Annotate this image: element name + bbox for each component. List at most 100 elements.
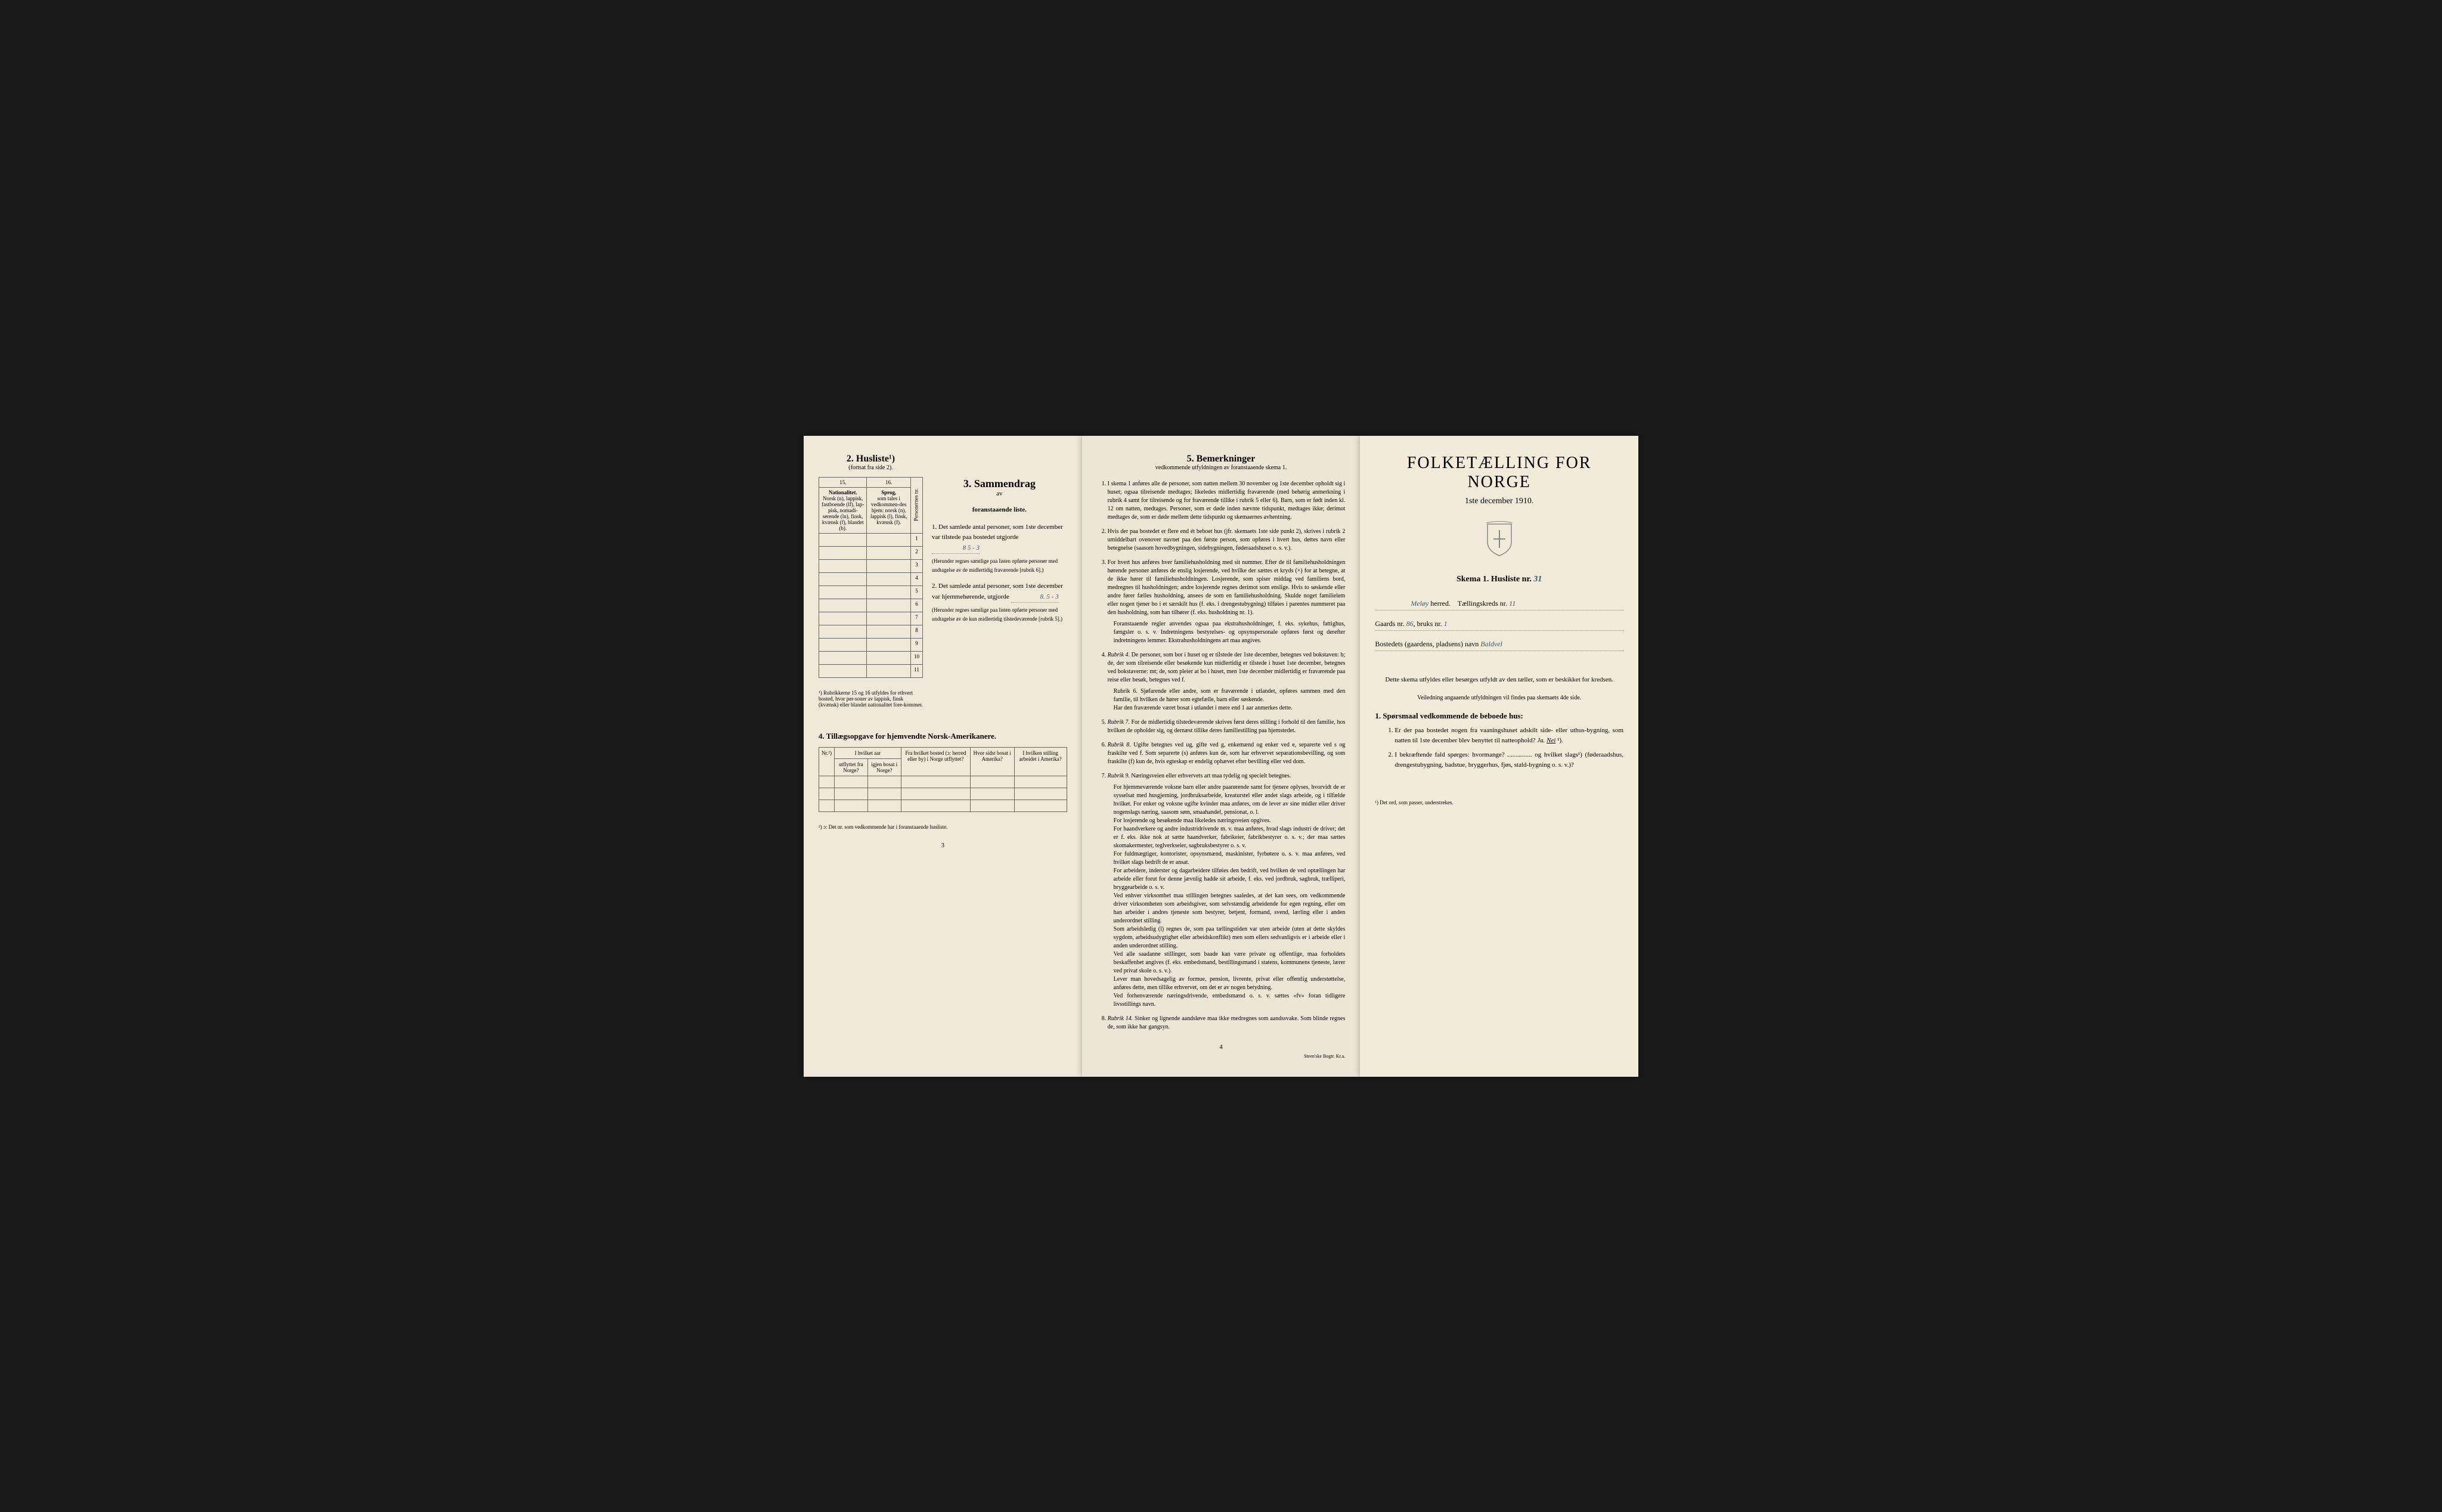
table-row: 8 [819,625,923,638]
instruction-1: Dette skema utfyldes eller besørges utfy… [1375,675,1623,685]
table-row: 3 [819,559,923,572]
col-utflyttet: utflyttet fra Norge? [834,758,867,776]
item2-label: 2. Det samlede antal personer, som 1ste … [932,581,1067,592]
gaards-line: Gaards nr. 86, bruks nr. 1 [1375,619,1623,631]
col16-header-text: Sprog, [869,489,909,495]
table-row: 7 [819,612,923,625]
q1-suffix: ¹). [1557,737,1563,744]
remark-item: Rubrik 9. Næringsveien eller erhvervets … [1108,772,1346,1009]
col-aar: I hvilket aar [834,747,901,758]
page-middle: 5. Bemerkninger vedkommende utfyldningen… [1082,436,1361,1077]
section-3-av: av [932,490,1067,497]
bruks-value: 1 [1444,619,1448,628]
section-1-heading: 1. Spørsmaal vedkommende de beboede hus: [1375,711,1623,721]
right-footnote: ¹) Det ord, som passer, understrekes. [1375,800,1623,805]
bosted-label: Bostedets (gaardens, pladsens) navn [1375,640,1479,648]
col16-body-text: som tales i vedkommen-des hjem: norsk (n… [869,495,909,525]
coat-of-arms-icon [1375,521,1623,560]
section-3-subtitle: foranstaaende liste. [932,506,1067,513]
remark-item: Rubrik 4. De personer, som bor i huset o… [1108,651,1346,712]
questions-list: Er der paa bostedet nogen fra vaaningshu… [1384,726,1623,770]
col-persons: Personernes nr. [911,477,923,533]
section-4-title: 4. Tillægsopgave for hjemvendte Norsk-Am… [819,732,1067,741]
page-number-3: 3 [819,842,1067,849]
nationality-table: 15. 16. Personernes nr. Nationalitet. No… [819,477,923,678]
col-16-header: Sprog, som tales i vedkommen-des hjem: n… [867,487,911,533]
col-amerika: Hvor sidst bosat i Amerika? [970,747,1014,776]
page-left: 2. Husliste¹) (fortsat fra side 2). 15. … [804,436,1082,1077]
summary-item-1: 1. Det samlede antal personer, som 1ste … [932,522,1067,575]
table-row [819,788,1067,800]
item2-value: 8. 5 - 3 [1011,592,1059,603]
section4-footnote: ²) ɔ: Det nr. som vedkommende har i fora… [819,824,1067,830]
main-title: FOLKETÆLLING FOR NORGE [1375,454,1623,492]
item1-line1: var tilstede paa bostedet utgjorde [932,534,1018,541]
item1-value: 8 5 - 3 [932,543,980,554]
amerika-table: Nr.²) I hvilket aar Fra hvilket bosted (… [819,747,1067,812]
gaards-value: 86 [1406,619,1414,628]
question-1: Er der paa bostedet nogen fra vaaningshu… [1394,726,1623,745]
remark-item: Rubrik 7. For de midlertidig tilstedevær… [1108,718,1346,735]
item1-note: (Herunder regnes samtlige paa listen opf… [932,557,1067,574]
section-2-title: 2. Husliste¹) [819,454,923,464]
page-number-4: 4 [1097,1043,1346,1051]
item1-label: 1. Det samlede antal personer, som 1ste … [932,522,1067,533]
table-row: 4 [819,572,923,585]
q1-nei: Nei [1547,737,1555,744]
page-right: FOLKETÆLLING FOR NORGE 1ste december 191… [1360,436,1638,1077]
remarks-list: I skema 1 anføres alle de personer, som … [1097,480,1346,1031]
q1-ja: Ja. [1537,737,1545,744]
herred-line: Meløy herred. Tællingskreds nr. 11 [1375,599,1623,611]
table-row: 2 [819,546,923,559]
col-bosat: igjen bosat i Norge? [867,758,901,776]
section-4-tilllaeg: 4. Tillægsopgave for hjemvendte Norsk-Am… [819,732,1067,830]
schema-label: Skema 1. Husliste nr. [1456,575,1532,584]
item2-line1: var hjemmehørende, utgjorde [932,593,1009,600]
subtitle: 1ste december 1910. [1375,497,1623,506]
table-row: 5 [819,585,923,599]
kreds-label: Tællingskreds nr. [1458,599,1507,608]
col-stilling: I hvilken stilling arbeidet i Amerika? [1014,747,1067,776]
schema-line: Skema 1. Husliste nr. 31 [1375,575,1623,584]
col-bosted: Fra hvilket bosted (ɔ: herred eller by) … [901,747,970,776]
section-5-subtitle: vedkommende utfyldningen av foranstaaend… [1097,464,1346,471]
kreds-value: 11 [1509,599,1516,608]
q1-text: Er der paa bostedet nogen fra vaaningshu… [1394,727,1623,744]
table-row: 1 [819,533,923,546]
question-2: I bekræftende fald spørges: hvormange? .… [1394,750,1623,770]
table-row: 9 [819,638,923,651]
section-3-title: 3. Sammendrag [932,478,1067,490]
bruks-label: bruks nr. [1417,619,1442,628]
gaards-label: Gaards nr. [1375,619,1404,628]
col-16-num: 16. [867,477,911,487]
q2-text: I bekræftende fald spørges: hvormange? [1394,751,1504,758]
section2-footnote: ¹) Rubrikkerne 15 og 16 utfyldes for eth… [819,690,923,708]
remark-item: Rubrik 14. Sinker og lignende aandsløve … [1108,1015,1346,1031]
summary-item-2: 2. Det samlede antal personer, som 1ste … [932,581,1067,623]
table-row [819,800,1067,811]
table-row: 11 [819,664,923,677]
item2-note: (Herunder regnes samtlige paa listen opf… [932,606,1067,623]
bosted-value: Baldvel [1480,640,1502,648]
section-2-subtitle: (fortsat fra side 2). [819,464,923,471]
table-row: 10 [819,651,923,664]
instruction-2: Veiledning angaaende utfyldningen vil fi… [1375,693,1623,702]
printer-mark: Steen'ske Bogtr. Kr.a. [1097,1054,1346,1059]
section-3-sammendrag: 3. Sammendrag av foranstaaende liste. 1.… [932,478,1067,624]
col15-header-text: Nationalitet. [821,489,864,495]
herred-label: herred. [1430,599,1451,608]
section-2-husliste: 2. Husliste¹) (fortsat fra side 2). 15. … [819,454,923,708]
col-15-header: Nationalitet. Norsk (n), lappisk, fastbo… [819,487,867,533]
herred-value: Meløy [1411,599,1428,608]
table-row [819,776,1067,788]
remark-item: For hvert hus anføres hver familiehushol… [1108,559,1346,645]
section-5-title: 5. Bemerkninger [1097,454,1346,464]
remark-item: Rubrik 8. Ugifte betegnes ved ug, gifte … [1108,741,1346,766]
document-container: 2. Husliste¹) (fortsat fra side 2). 1 5. … [804,436,1638,1077]
remark-item: Hvis der paa bostedet er flere end ét be… [1108,528,1346,553]
schema-value: 31 [1533,575,1542,584]
remark-item: I skema 1 anføres alle de personer, som … [1108,480,1346,522]
col-nr: Nr.²) [819,747,835,776]
bosted-line: Bostedets (gaardens, pladsens) navn Bald… [1375,640,1623,651]
table-row: 6 [819,599,923,612]
